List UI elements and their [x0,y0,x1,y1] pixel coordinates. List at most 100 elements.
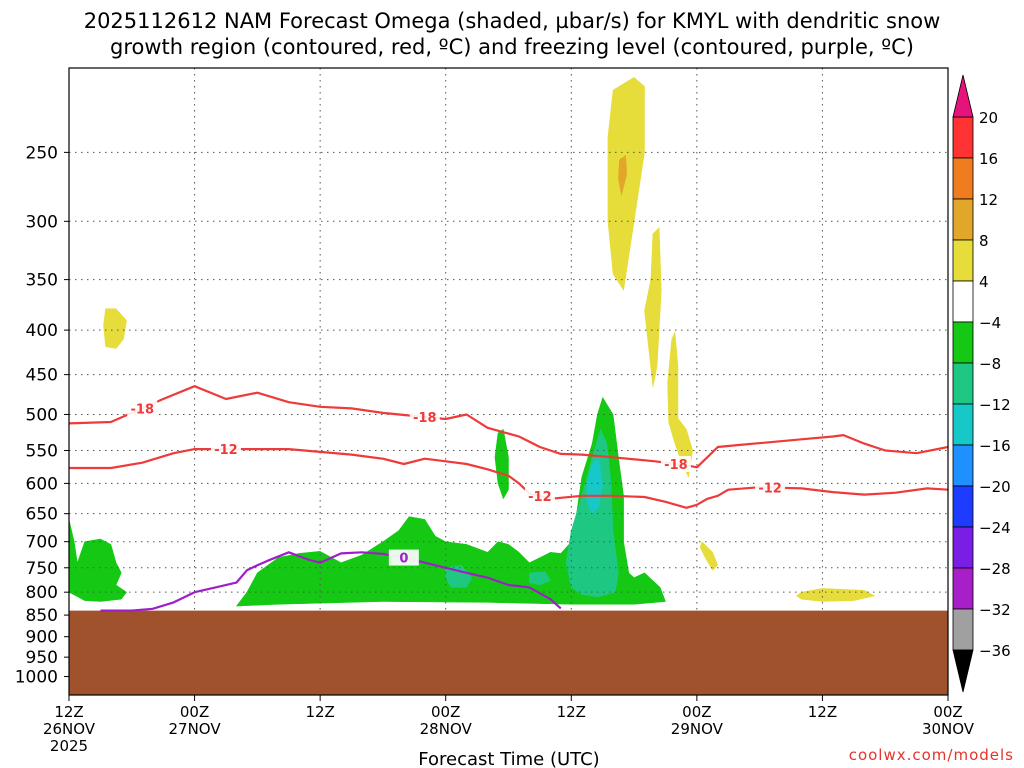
x-tick-label: 00Z [180,703,209,721]
omega-region [796,588,876,602]
colorbar-top-arrow [952,74,974,118]
omega-region [103,308,127,349]
omega-region [69,519,127,602]
y-tick-label: 800 [26,583,58,603]
omega-region [529,571,551,586]
contour-label-bg [127,400,158,417]
colorbar-swatch [952,239,974,282]
omega-region [607,77,645,291]
contour-label: -18 [413,411,437,426]
contour-label: -18 [131,402,155,417]
colorbar-swatch [952,444,974,487]
contour-label-bg [388,549,419,566]
x-tick-label: 26NOV [43,720,96,738]
x-tick-label: 28NOV [420,720,473,738]
x-tick-label: 12Z [305,703,334,721]
colorbar: 20 16 12 8 4 −4 −8 −12 −16 −20 −24 −28 −32 −36 [952,74,1011,693]
y-tick-label: 250 [26,143,58,163]
omega-shading [69,77,876,607]
contour-label-bg [660,456,691,473]
omega-region [667,331,693,478]
colorbar-label: 12 [979,191,998,209]
colorbar-swatch [952,608,974,651]
y-tick-label: 450 [26,366,58,386]
colorbar-swatch [952,485,974,528]
omega-region [644,227,662,388]
contour-label: -12 [758,481,782,496]
colorbar-label: −20 [979,478,1011,496]
y-tick-label: 300 [26,212,58,232]
colorbar-label: 4 [979,273,989,291]
colorbar-label: −24 [979,519,1011,537]
colorbar-swatch [952,526,974,569]
y-tick-label: 600 [26,474,58,494]
plot-frame [68,67,949,696]
colorbar-label: 8 [979,232,989,250]
omega-region [494,429,509,500]
colorbar-swatch [952,403,974,446]
colorbar-label: −8 [979,355,1001,373]
omega-region [618,155,627,196]
grid-lines [69,68,948,611]
omega-region [445,564,473,588]
y-tick-label: 700 [26,533,58,553]
chart-title-line2: growth region (contoured, red, ºC) and f… [110,35,914,59]
colorbar-label: 16 [979,150,998,168]
y-axis: 2503003504004505005506006507007508008509… [15,143,69,688]
y-tick-label: 1000 [15,668,58,688]
colorbar-label: −12 [979,396,1011,414]
y-tick-label: 750 [26,559,58,579]
x-tick-label: 12Z [557,703,586,721]
colorbar-label: −36 [979,642,1011,660]
colorbar-label: −28 [979,560,1011,578]
x-tick-label: 12Z [808,703,837,721]
colorbar-label: −32 [979,601,1011,619]
omega-region [236,397,666,607]
contour-label-bg [210,441,241,458]
colorbar-swatch [952,157,974,200]
chart-title: 2025112612 NAM Forecast Omega (shaded, µ… [0,8,1024,60]
colorbar-swatch [952,321,974,364]
contour-label-bg [524,488,555,505]
y-tick-label: 650 [26,505,58,525]
x-tick-label: 00Z [682,703,711,721]
x-axis-label: Forecast Time (UTC) [418,749,599,768]
contour-minus18 [69,385,948,469]
x-tick-label: 12Z [54,703,83,721]
y-tick-label: 950 [26,648,58,668]
ground-area [69,610,948,695]
colorbar-label: 20 [979,109,998,127]
y-tick-label: 850 [26,606,58,626]
colorbar-label: −4 [979,314,1001,332]
colorbar-swatch [952,198,974,241]
contour-label: -12 [528,490,552,505]
contour-label: -18 [664,458,688,473]
y-tick-label: 350 [26,271,58,291]
ground-fill [69,610,948,695]
colorbar-label: −16 [979,437,1011,455]
y-tick-label: 500 [26,405,58,425]
contour-label-bg [755,479,786,496]
x-tick-label: 27NOV [169,720,222,738]
contour-label: 0 [399,552,408,567]
colorbar-swatch [952,280,974,323]
x-tick-label: 2025 [50,737,88,755]
y-tick-label: 900 [26,628,58,648]
contour-lines: -18 -18 -18 -12 -12 -12 0 [69,385,948,612]
colorbar-swatch [952,116,974,159]
x-tick-label: 00Z [431,703,460,721]
x-tick-label: 00Z [933,703,962,721]
y-tick-label: 400 [26,321,58,341]
y-tick-label: 550 [26,442,58,462]
chart-title-line1: 2025112612 NAM Forecast Omega (shaded, µ… [83,9,941,33]
contour-label: -12 [214,443,238,458]
x-tick-label: 30NOV [922,720,975,738]
contour-label-bg [409,408,440,425]
source-credit: coolwx.com/models [848,746,1014,764]
freezing-level-contour [100,551,562,612]
colorbar-bottom-arrow [952,649,974,693]
colorbar-swatch [952,567,974,610]
x-tick-label: 29NOV [671,720,724,738]
